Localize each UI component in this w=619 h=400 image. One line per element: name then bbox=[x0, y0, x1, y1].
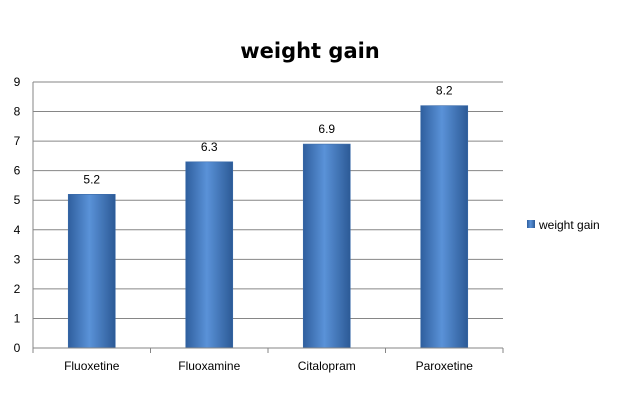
bars bbox=[67, 105, 469, 349]
y-axis-ticks: 0 1 2 3 4 5 6 7 8 9 bbox=[14, 75, 21, 355]
bar bbox=[67, 194, 116, 349]
bar bbox=[302, 143, 351, 349]
y-tick-label: 4 bbox=[14, 223, 21, 237]
y-tick-label: 7 bbox=[14, 134, 21, 148]
y-tick-label: 2 bbox=[14, 282, 21, 296]
data-label: 8.2 bbox=[436, 84, 453, 98]
bar bbox=[185, 161, 234, 349]
legend-swatch bbox=[527, 220, 535, 228]
chart-title: weight gain bbox=[240, 39, 380, 63]
legend-label: weight gain bbox=[538, 218, 600, 232]
y-tick-label: 1 bbox=[14, 311, 21, 325]
y-tick-label: 8 bbox=[14, 105, 21, 119]
x-axis-ticks: Fluoxetine Fluoxamine Citalopram Paroxetine bbox=[32, 348, 504, 373]
y-tick-label: 5 bbox=[14, 193, 21, 207]
data-label: 6.9 bbox=[318, 122, 335, 136]
data-label: 6.3 bbox=[201, 140, 218, 154]
bar bbox=[420, 105, 469, 349]
x-tick-label: Paroxetine bbox=[416, 359, 474, 373]
data-labels: 5.2 6.3 6.9 8.2 bbox=[83, 84, 453, 187]
y-tick-label: 6 bbox=[14, 164, 21, 178]
y-tick-label: 3 bbox=[14, 252, 21, 266]
y-tick-label: 9 bbox=[14, 75, 21, 89]
data-label: 5.2 bbox=[83, 172, 100, 186]
legend: weight gain bbox=[527, 218, 600, 232]
x-tick-label: Citalopram bbox=[298, 359, 356, 373]
x-tick-label: Fluoxamine bbox=[178, 359, 240, 373]
y-tick-label: 0 bbox=[14, 341, 21, 355]
x-tick-label: Fluoxetine bbox=[64, 359, 120, 373]
